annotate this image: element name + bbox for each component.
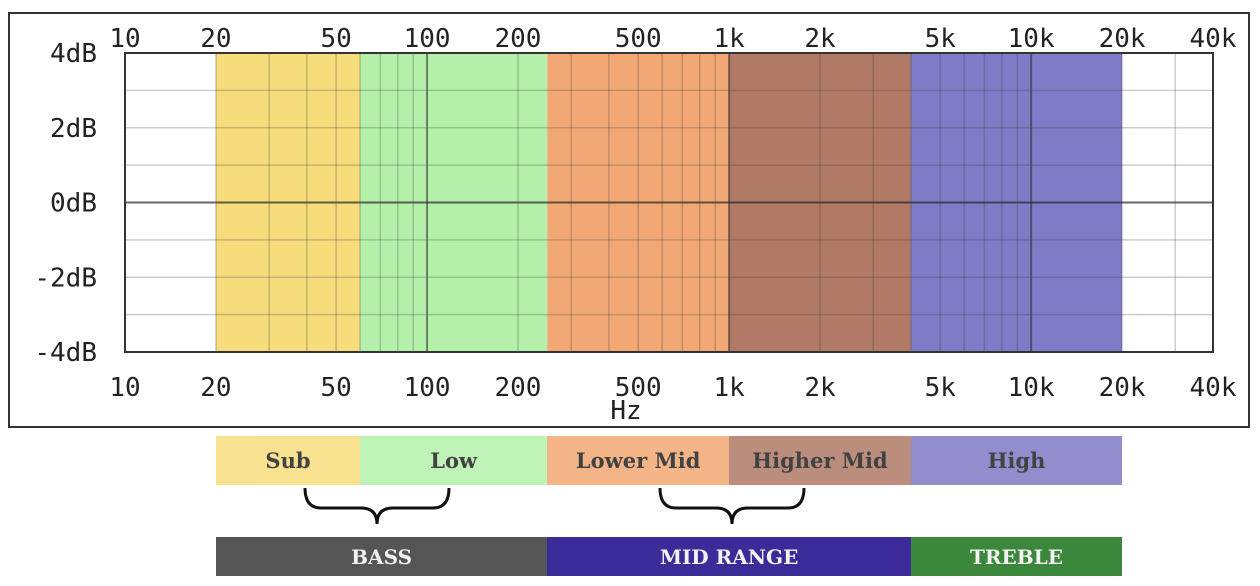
legend-band-higher-mid: Higher Mid	[729, 436, 911, 485]
legend-label: High	[987, 448, 1046, 473]
x-tick-label-bottom: 20	[200, 373, 231, 403]
x-tick-label-top: 100	[404, 24, 451, 54]
chart-frame	[8, 12, 1250, 428]
legend-group-treble: TREBLE	[910, 537, 1123, 576]
x-axis-label: Hz	[610, 396, 641, 426]
y-tick-label: -2dB	[34, 263, 97, 293]
legend-label: Sub	[265, 448, 311, 473]
x-tick-label-top: 2k	[804, 24, 836, 54]
legend-band-sub: Sub	[215, 436, 361, 485]
legend-label: Higher Mid	[752, 448, 888, 473]
legend-group-bass: BASS	[215, 537, 548, 576]
legend-band-high: High	[910, 436, 1123, 485]
y-tick-label: -4dB	[34, 338, 97, 368]
x-tick-label-bottom: 100	[404, 373, 451, 403]
x-tick-label-bottom: 10	[109, 373, 140, 403]
x-tick-label-top: 50	[320, 24, 351, 54]
x-tick-label-top: 20	[200, 24, 231, 54]
x-tick-label-top: 10	[109, 24, 140, 54]
x-tick-label-bottom: 2k	[804, 373, 836, 403]
x-tick-label-bottom: 5k	[925, 373, 957, 403]
y-tick-label: 0dB	[50, 189, 97, 219]
legend-label: Lower Mid	[575, 448, 701, 473]
legend-label: TREBLE	[970, 544, 1063, 569]
x-tick-label-top: 500	[615, 24, 662, 54]
y-tick-label: 4dB	[50, 39, 97, 69]
midrange-brace	[658, 487, 806, 525]
plot-border	[124, 52, 1214, 353]
x-tick-label-bottom: 20k	[1099, 373, 1146, 403]
x-tick-label-bottom: 10k	[1008, 373, 1055, 403]
x-tick-label-top: 10k	[1008, 24, 1055, 54]
x-tick-label-top: 5k	[925, 24, 957, 54]
bass-brace	[303, 487, 451, 525]
x-tick-label-top: 200	[494, 24, 541, 54]
frequency-chart: 10 10 20 20 50 50 100 100 200 200 500 500 1k 1k 2k 2k 5k…	[34, 24, 1237, 426]
x-tick-label-top: 20k	[1099, 24, 1146, 54]
x-tick-label-bottom: 200	[494, 373, 541, 403]
legend-group-mid-range: MID RANGE	[547, 537, 911, 576]
x-tick-label-bottom: 500	[615, 373, 662, 403]
x-tick-label-bottom: 50	[320, 373, 351, 403]
y-tick-label: 2dB	[50, 114, 97, 144]
legend-band-low: Low	[360, 436, 548, 485]
x-tick-label-top: 1k	[713, 24, 745, 54]
legend-label: BASS	[351, 544, 413, 569]
legend-label: MID RANGE	[659, 544, 799, 569]
x-tick-label-bottom: 40k	[1190, 373, 1237, 403]
legend-band-lower-mid: Lower Mid	[547, 436, 730, 485]
legend-label: Low	[430, 448, 478, 473]
x-tick-label-top: 40k	[1190, 24, 1237, 54]
x-tick-label-bottom: 1k	[713, 373, 745, 403]
